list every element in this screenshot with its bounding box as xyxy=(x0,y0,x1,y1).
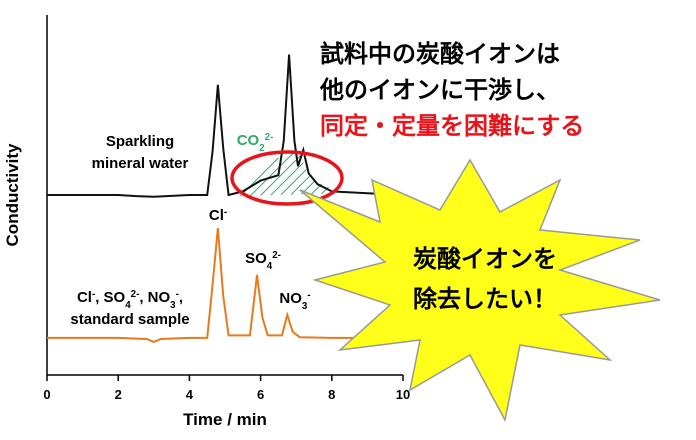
text-run: SO xyxy=(245,250,267,267)
text-run: - xyxy=(176,289,179,300)
x-tick-label: 6 xyxy=(257,387,264,402)
text-run: Sparkling xyxy=(106,133,174,150)
text-run: , xyxy=(179,289,183,306)
text-run: 2 xyxy=(259,143,265,154)
x-tick-label: 8 xyxy=(328,387,335,402)
starburst xyxy=(299,158,661,423)
highlight-ellipse xyxy=(230,150,344,206)
text-run: - xyxy=(307,290,310,301)
text-run: 3 xyxy=(302,301,308,312)
text-run: Cl xyxy=(209,207,224,224)
series-label: standard sample xyxy=(70,311,189,328)
x-tick-label: 0 xyxy=(43,387,50,402)
text-run: , SO xyxy=(95,289,125,306)
y-axis-label: Conductivity xyxy=(3,143,22,246)
message-line: 試料中の炭酸イオンは xyxy=(320,40,560,68)
x-axis-label: Time / min xyxy=(183,410,267,429)
co2-label: CO22- xyxy=(237,132,274,154)
text-run: CO xyxy=(237,132,260,149)
series-label: mineral water xyxy=(92,155,189,172)
text-run: 4 xyxy=(267,261,273,272)
burst-line: 除去したい！ xyxy=(413,285,557,313)
text-run: NO xyxy=(279,290,302,307)
text-run: - xyxy=(224,207,227,218)
message-line: 同定・定量を困難にする xyxy=(320,112,584,140)
series-label: Sparkling xyxy=(106,133,174,150)
text-run: mineral water xyxy=(92,155,189,172)
text-run: 2- xyxy=(272,250,281,261)
series-line xyxy=(47,54,404,198)
message-line: 他のイオンに干渉し、 xyxy=(319,76,560,104)
text-run: , NO xyxy=(139,289,170,306)
text-run: 3 xyxy=(170,300,176,311)
co2-hatch xyxy=(240,150,350,196)
text-run: standard sample xyxy=(70,311,189,328)
series-line xyxy=(47,228,403,343)
peak-label: NO3- xyxy=(279,290,310,312)
peak-label: Cl- xyxy=(209,207,227,225)
burst-line: 炭酸イオンを xyxy=(413,245,557,273)
x-tick-label: 2 xyxy=(115,387,122,402)
x-tick-label: 10 xyxy=(396,387,410,402)
text-run: Cl xyxy=(77,289,92,306)
text-run: - xyxy=(92,289,95,300)
series-label: Cl-, SO42-, NO3-, xyxy=(77,289,183,311)
text-run: 2- xyxy=(131,289,140,300)
x-tick-label: 4 xyxy=(186,387,194,402)
text-run: 2- xyxy=(265,132,274,143)
plot xyxy=(47,54,404,343)
text-run: 4 xyxy=(125,300,131,311)
peak-label: SO42- xyxy=(245,250,281,272)
